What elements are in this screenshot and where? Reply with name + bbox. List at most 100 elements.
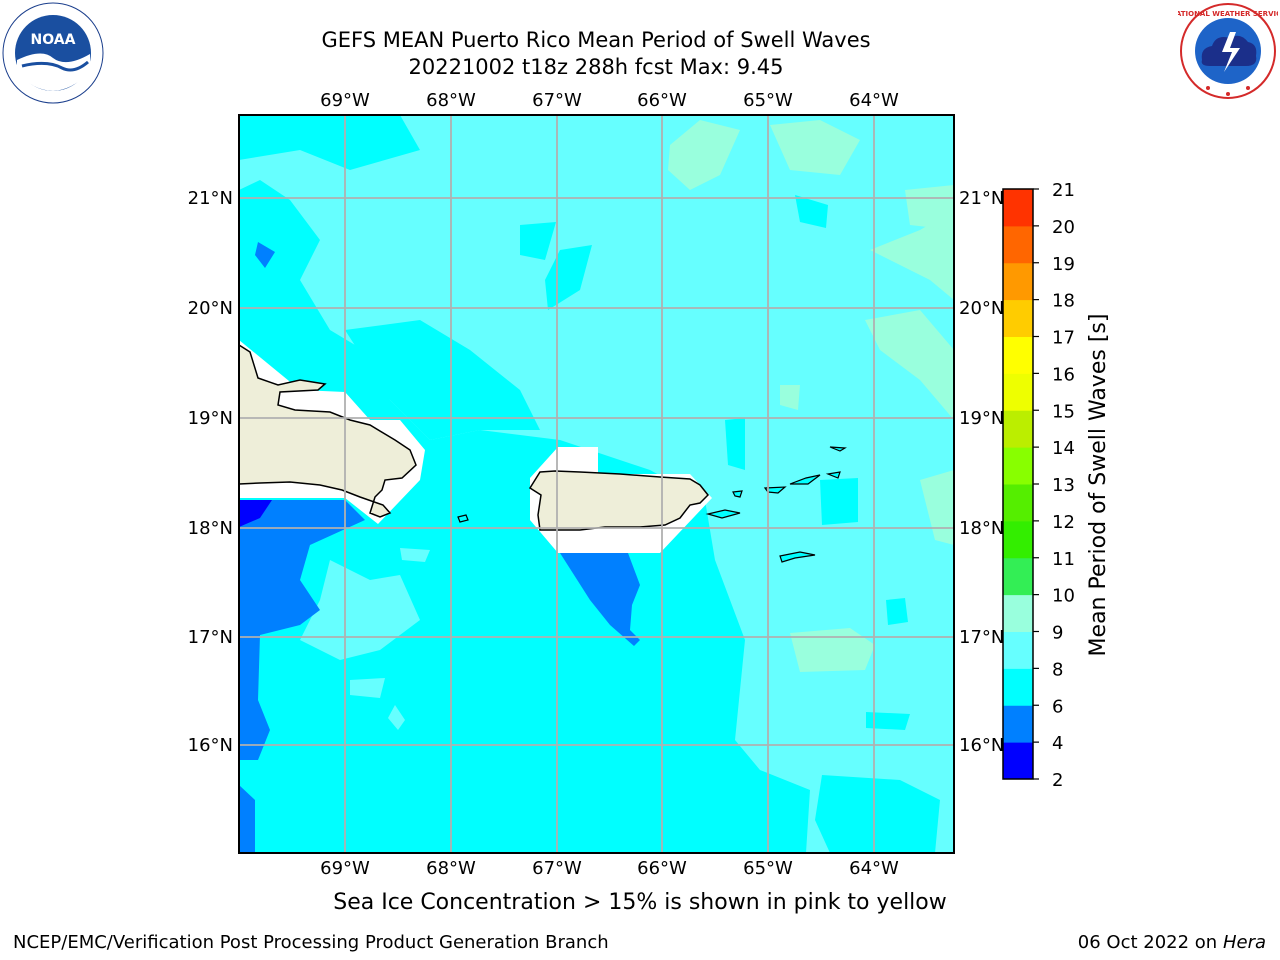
- field-patch: [715, 765, 760, 812]
- colorbar-tick-label: 17: [1052, 328, 1075, 349]
- lon-label-bottom: 69°W: [320, 858, 370, 879]
- lon-label-top: 66°W: [637, 90, 687, 111]
- colorbar-tick-label: 14: [1052, 438, 1075, 459]
- lat-labels: 21°N 20°N 19°N 18°N 17°N 16°N 21°N 20°N …: [188, 188, 1005, 756]
- field-patch: [725, 418, 745, 470]
- colorbar-segment: [1003, 557, 1033, 596]
- lon-label-bottom: 65°W: [743, 858, 793, 879]
- noaa-logo: NOAA: [2, 2, 104, 104]
- lat-label-left: 20°N: [188, 298, 233, 319]
- colorbar-label: Mean Period of Swell Waves [s]: [1086, 314, 1111, 657]
- lon-label-bottom: 67°W: [532, 858, 582, 879]
- run-host: Hera: [1222, 932, 1266, 953]
- colorbar-segment: [1003, 668, 1033, 706]
- nws-logo: NATIONAL WEATHER SERVICE: [1178, 3, 1278, 99]
- colorbar-segment: [1003, 705, 1033, 743]
- lat-label-right: 18°N: [959, 518, 1004, 539]
- hispaniola-island: [239, 344, 417, 518]
- colorbar-tick-label: 4: [1052, 733, 1063, 754]
- colorbar-segment: [1003, 742, 1033, 780]
- lat-label-right: 16°N: [959, 735, 1004, 756]
- lat-label-left: 16°N: [188, 735, 233, 756]
- field-patch: [520, 222, 556, 260]
- colorbar-tick-label: 21: [1052, 180, 1075, 201]
- field-patch: [795, 195, 828, 228]
- st-croix-island: [779, 551, 816, 563]
- field-patch: [239, 115, 420, 170]
- colorbar-tick-label: 10: [1052, 586, 1075, 607]
- puerto-rico-island: [528, 470, 710, 531]
- field-patch: [815, 775, 940, 853]
- colorbar: 2 4 6 8 9 10 11 12 13 14 15 16 17 18 19 20 21: [1002, 180, 1075, 791]
- tortola-island: [789, 474, 821, 485]
- field-patch: [350, 678, 385, 698]
- colorbar-segment: [1003, 520, 1033, 559]
- field-4-6s: [255, 242, 275, 268]
- field-8-9s: [239, 115, 954, 853]
- sea-ice-note: Sea Ice Concentration > 15% is shown in …: [333, 890, 947, 915]
- colorbar-segment: [1003, 631, 1033, 669]
- field-patch: [300, 560, 420, 660]
- colorbar-segment: [1003, 447, 1033, 485]
- colorbar-segment: [1003, 189, 1033, 227]
- field-9-10s: [790, 628, 875, 672]
- lat-label-right: 19°N: [959, 408, 1004, 429]
- field-2-4s: [239, 500, 272, 527]
- colorbar-segment: [1003, 262, 1033, 301]
- mona-island: [457, 514, 469, 523]
- field-4-6s: [239, 785, 255, 853]
- lat-label-right: 21°N: [959, 188, 1004, 209]
- lat-label-right: 20°N: [959, 298, 1004, 319]
- field-9-10s: [920, 470, 954, 545]
- credit-line: NCEP/EMC/Verification Post Processing Pr…: [13, 932, 609, 953]
- lon-label-top: 69°W: [320, 90, 370, 111]
- colorbar-segment: [1003, 484, 1033, 522]
- lon-label-bottom: 66°W: [637, 858, 687, 879]
- colorbar-tick-label: 13: [1052, 475, 1075, 496]
- run-date: 06 Oct 2022 on Hera: [1078, 932, 1266, 953]
- colorbar-segment: [1003, 299, 1033, 337]
- colorbar-tick-label: 18: [1052, 291, 1075, 312]
- field-patch: [345, 320, 540, 440]
- colorbar-segment: [1003, 225, 1033, 264]
- colorbar-tick-label: 16: [1052, 364, 1075, 385]
- lat-label-left: 21°N: [188, 188, 233, 209]
- graticule: [239, 115, 954, 853]
- field-4-6s: [560, 553, 640, 646]
- vieques-island: [705, 509, 741, 519]
- colorbar-segment: [1003, 373, 1033, 411]
- colorbar-tick-label: 11: [1052, 549, 1075, 570]
- field-patch: [400, 548, 430, 562]
- lat-label-left: 19°N: [188, 408, 233, 429]
- st-thomas-island: [763, 486, 787, 494]
- lat-label-left: 18°N: [188, 518, 233, 539]
- colorbar-tick-label: 19: [1052, 254, 1075, 275]
- field-patch: [866, 712, 910, 730]
- colorbar-tick-label: 6: [1052, 696, 1063, 717]
- colorbar-segment: [1003, 336, 1033, 374]
- colorbar-tick-label: 8: [1052, 659, 1063, 680]
- nws-logo-text: NATIONAL WEATHER SERVICE: [1178, 10, 1278, 18]
- chart-title: GEFS MEAN Puerto Rico Mean Period of Swe…: [321, 28, 871, 52]
- chart-subtitle: 20221002 t18z 288h fcst Max: 9.45: [408, 55, 784, 79]
- colorbar-tick-label: 20: [1052, 217, 1075, 238]
- field-patch: [820, 478, 858, 525]
- lon-labels: 69°W 68°W 67°W 66°W 65°W 64°W 69°W 68°W …: [320, 90, 899, 879]
- field-9-10s: [780, 385, 800, 410]
- field-patch: [886, 598, 908, 625]
- lon-label-top: 64°W: [849, 90, 899, 111]
- lat-label-left: 17°N: [188, 627, 233, 648]
- field-patch: [388, 705, 405, 730]
- lon-label-top: 68°W: [426, 90, 476, 111]
- culebra-island: [732, 490, 743, 498]
- lon-label-top: 67°W: [532, 90, 582, 111]
- noaa-logo-text: NOAA: [31, 32, 76, 48]
- field-9-10s: [668, 120, 740, 190]
- lon-label-bottom: 64°W: [849, 858, 899, 879]
- run-date-text: 06 Oct 2022 on: [1077, 932, 1218, 953]
- colorbar-tick-label: 9: [1052, 623, 1063, 644]
- field-4-6s: [239, 500, 365, 760]
- swell-period-field: [239, 115, 954, 853]
- map-frame: [238, 114, 955, 854]
